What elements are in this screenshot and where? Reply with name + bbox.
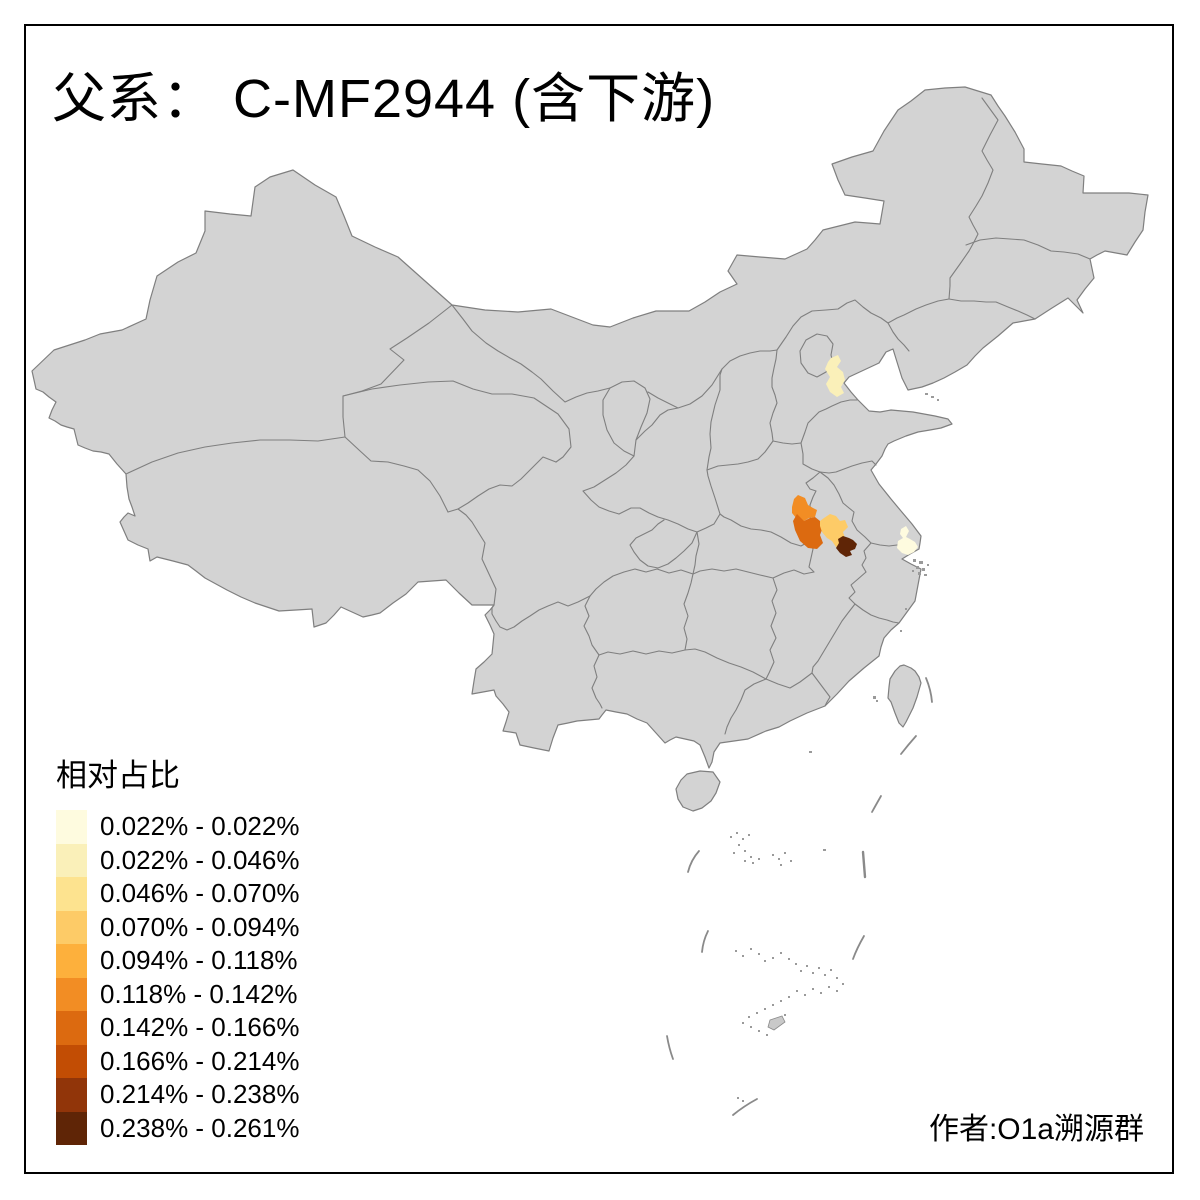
- legend-row: 0.070% - 0.094%: [56, 910, 300, 944]
- legend-label: 0.118% - 0.142%: [100, 978, 298, 1009]
- legend-label: 0.238% - 0.261%: [100, 1112, 300, 1143]
- legend-swatch: [56, 977, 87, 1011]
- legend-swatch: [56, 1111, 87, 1145]
- legend-row: 0.166% - 0.214%: [56, 1044, 300, 1078]
- region-tianjin-area: [825, 355, 845, 397]
- legend-swatch: [56, 1044, 87, 1078]
- legend-swatch: [56, 843, 87, 877]
- legend-row: 0.118% - 0.142%: [56, 977, 299, 1011]
- attribution: 作者:O1a溯源群: [928, 1113, 1144, 1146]
- legend-row: 0.238% - 0.261%: [56, 1111, 300, 1145]
- island-dots: [730, 393, 939, 1102]
- plot-frame: [24, 24, 1174, 1174]
- legend-swatch: [56, 1011, 87, 1045]
- legend-label: 0.214% - 0.238%: [100, 1079, 300, 1110]
- region-dark-brown: [836, 536, 857, 557]
- legend-row: 0.094% - 0.118%: [56, 944, 299, 978]
- region-lower-dark-orange: [793, 514, 823, 549]
- legend-swatch: [56, 910, 87, 944]
- page-title: 父系： C-MF2944 (含下游): [52, 69, 716, 129]
- legend: 相对占比 0.022% - 0.022% 0.022% - 0.046% 0.0…: [56, 750, 299, 1145]
- legend-row: 0.022% - 0.046%: [56, 843, 300, 877]
- legend-swatch: [56, 944, 87, 978]
- legend-label: 0.022% - 0.046%: [100, 844, 300, 875]
- legend-label: 0.166% - 0.214%: [100, 1045, 300, 1076]
- legend-label: 0.094% - 0.118%: [100, 945, 298, 976]
- land-layer: [31, 86, 1149, 812]
- legend-row: 0.142% - 0.166%: [56, 1011, 299, 1045]
- legend-row: 0.022% - 0.022%: [56, 810, 299, 844]
- highlighted-regions: [792, 355, 918, 557]
- region-upper-orange: [792, 495, 817, 521]
- legend-swatch: [56, 877, 87, 911]
- legend-title: 相对占比: [56, 758, 180, 793]
- legend-row: 0.046% - 0.070%: [56, 877, 299, 911]
- legend-label: 0.022% - 0.022%: [100, 811, 300, 842]
- hainan-island: [675, 770, 721, 812]
- sea-dash-lines: [666, 677, 933, 1116]
- legend-label: 0.142% - 0.166%: [100, 1012, 300, 1043]
- legend-label: 0.046% - 0.070%: [100, 878, 300, 909]
- legend-label: 0.070% - 0.094%: [100, 911, 300, 942]
- mainland-outline: [31, 86, 1149, 769]
- province-borders: [125, 97, 1091, 735]
- legend-row: 0.214% - 0.238%: [56, 1078, 299, 1112]
- legend-swatch: [56, 810, 87, 844]
- taiwan-island: [887, 664, 922, 728]
- legend-swatch: [56, 1078, 87, 1112]
- region-coastal-cream: [897, 526, 918, 555]
